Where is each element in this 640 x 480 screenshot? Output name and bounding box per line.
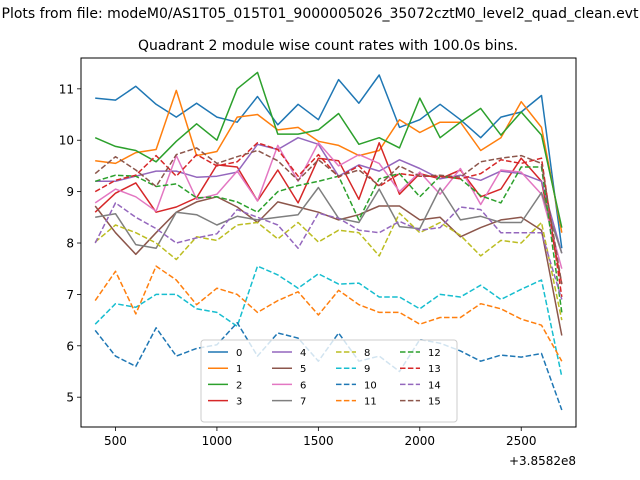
axes-frame <box>80 57 577 428</box>
x-tick-label: 1500 <box>303 434 334 448</box>
x-tick-label: 1000 <box>202 434 233 448</box>
legend-label-9: 9 <box>364 364 370 375</box>
legend-label-0: 0 <box>236 348 242 359</box>
legend-label-12: 12 <box>428 348 441 359</box>
axes-title: Quadrant 2 module wise count rates with … <box>138 38 518 54</box>
legend-label-15: 15 <box>428 397 441 408</box>
series-line-7 <box>95 186 563 254</box>
legend-label-13: 13 <box>428 364 441 375</box>
legend-label-5: 5 <box>300 364 306 375</box>
legend-label-6: 6 <box>300 380 306 391</box>
legend-label-2: 2 <box>236 380 242 391</box>
legend-label-4: 4 <box>300 348 306 359</box>
series-line-2 <box>94 71 563 228</box>
x-tick-label: 500 <box>104 434 127 448</box>
x-offset-label: +3.8582e8 <box>509 454 576 468</box>
y-tick-label: 5 <box>66 391 74 405</box>
y-tick-label: 9 <box>66 185 74 199</box>
legend-label-1: 1 <box>236 364 242 375</box>
series-line-11 <box>94 265 563 362</box>
series-line-15 <box>94 147 563 285</box>
series-line-14 <box>94 202 563 300</box>
legend-label-7: 7 <box>300 397 306 408</box>
series-line-8 <box>94 212 563 321</box>
x-tick-label: 2500 <box>506 434 537 448</box>
y-tick-label: 8 <box>66 237 74 251</box>
series-line-4 <box>95 136 563 254</box>
series-line-0 <box>95 74 563 249</box>
y-tick-label: 11 <box>59 82 74 96</box>
series-line-13 <box>94 142 563 298</box>
series-line-1 <box>95 89 563 233</box>
series-line-12 <box>94 166 563 313</box>
legend-label-14: 14 <box>428 380 441 391</box>
x-tick-label: 2000 <box>405 434 436 448</box>
y-tick-label: 10 <box>59 134 74 148</box>
series-line-6 <box>94 142 563 269</box>
x-axis: 500 1000 1500 2000 2500 <box>104 427 536 448</box>
legend-label-11: 11 <box>364 397 377 408</box>
legend-label-3: 3 <box>236 397 242 408</box>
y-tick-label: 7 <box>66 288 74 302</box>
y-tick-label: 6 <box>66 339 74 353</box>
series-line-9 <box>94 265 563 377</box>
figure-suptitle: Plots from file: modeM0/AS1T05_015T01_90… <box>2 6 639 22</box>
legend-frame <box>200 339 458 423</box>
legend-label-10: 10 <box>364 380 377 391</box>
legend-label-8: 8 <box>364 348 370 359</box>
y-axis: 5 6 7 8 9 10 11 <box>59 82 81 405</box>
